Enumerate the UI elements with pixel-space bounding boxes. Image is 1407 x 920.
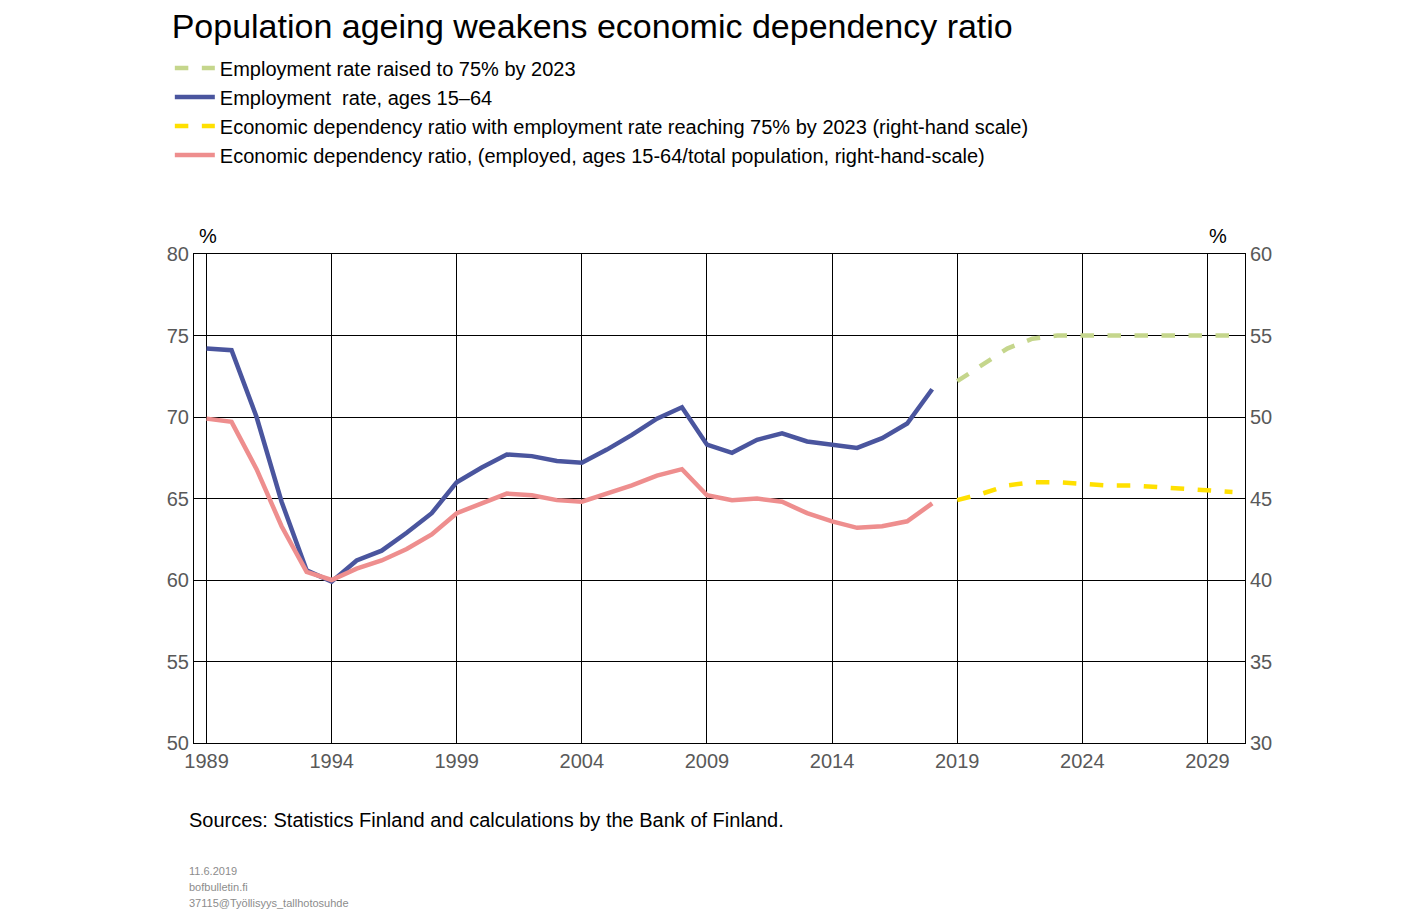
svg-text:55: 55 (1250, 325, 1272, 347)
svg-text:50: 50 (1250, 406, 1272, 428)
svg-text:50: 50 (167, 732, 189, 754)
svg-text:70: 70 (167, 406, 189, 428)
svg-text:2029: 2029 (1185, 750, 1230, 772)
svg-text:1989: 1989 (184, 750, 229, 772)
svg-text:55: 55 (167, 651, 189, 673)
svg-text:%: % (1209, 225, 1227, 247)
svg-text:Economic dependency ratio, (em: Economic dependency ratio, (employed, ag… (220, 145, 985, 167)
svg-text:45: 45 (1250, 488, 1272, 510)
svg-text:2009: 2009 (685, 750, 730, 772)
svg-text:%: % (199, 225, 217, 247)
svg-text:Economic dependency ratio with: Economic dependency ratio with employmen… (220, 116, 1028, 138)
svg-text:1994: 1994 (309, 750, 354, 772)
svg-text:2024: 2024 (1060, 750, 1105, 772)
svg-text:40: 40 (1250, 569, 1272, 591)
svg-text:2004: 2004 (560, 750, 605, 772)
svg-text:60: 60 (167, 569, 189, 591)
svg-text:60: 60 (1250, 243, 1272, 265)
svg-text:Employment rate, ages 15–64: Employment rate, ages 15–64 (220, 87, 492, 109)
svg-text:37115@Työllisyys_tallhotosuhde: 37115@Työllisyys_tallhotosuhde (189, 897, 349, 909)
svg-text:Sources: Statistics Finland an: Sources: Statistics Finland and calculat… (189, 809, 784, 831)
svg-text:2014: 2014 (810, 750, 855, 772)
svg-text:80: 80 (167, 243, 189, 265)
svg-text:65: 65 (167, 488, 189, 510)
svg-text:1999: 1999 (435, 750, 480, 772)
svg-text:Employment rate raised to 75%: Employment rate raised to 75% by 2023 (220, 58, 576, 80)
svg-text:35: 35 (1250, 651, 1272, 673)
svg-text:75: 75 (167, 325, 189, 347)
svg-text:30: 30 (1250, 732, 1272, 754)
svg-text:11.6.2019: 11.6.2019 (189, 865, 237, 877)
svg-text:2019: 2019 (935, 750, 980, 772)
svg-text:Population ageing weakens econ: Population ageing weakens economic depen… (172, 7, 1013, 45)
svg-text:bofbulletin.fi: bofbulletin.fi (189, 881, 248, 893)
